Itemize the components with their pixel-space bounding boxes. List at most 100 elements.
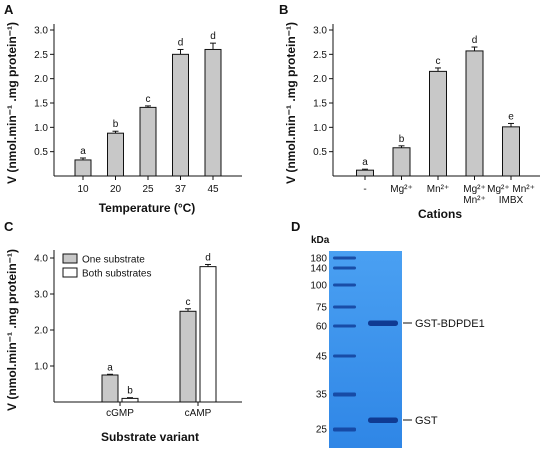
bar (465, 50, 484, 177)
chart-cations: 0.51.01.52.02.53.0a-bMg²⁺cMn²⁺dMg²⁺Mn²⁺e… (284, 22, 540, 221)
y-tick-label: 2.0 (313, 74, 327, 85)
y-tick-label: 1.5 (313, 99, 327, 110)
marker-size-label: 45 (316, 352, 328, 363)
bar (392, 147, 411, 177)
legend-label: One substrate (82, 255, 145, 266)
x-tick-label: Mg²⁺ Mn²⁺ (487, 184, 535, 195)
bar (74, 159, 92, 177)
x-tick-label: - (363, 184, 366, 195)
bar (356, 169, 374, 177)
significance-letter: c (186, 297, 191, 308)
x-tick-label: Mn²⁺ (463, 195, 486, 206)
chart-temperature: 0.5 1.0 1.5 2.0 2.5 3.0 a 10 b 20 c 25 d 37 d 45 Tempera… (5, 22, 242, 215)
marker-size-label: 180 (310, 254, 327, 265)
marker-band (333, 256, 356, 260)
x-tick-label: Mg²⁺ (390, 184, 413, 195)
bar (107, 132, 124, 177)
marker-band (333, 427, 356, 432)
significance-letter: c (436, 56, 441, 67)
significance-letter: d (178, 37, 184, 48)
marker-band (333, 324, 356, 328)
significance-letter: e (508, 111, 514, 122)
legend-swatch (62, 267, 78, 278)
significance-letter: a (362, 157, 368, 168)
panel-label-d: D (291, 219, 300, 234)
panel-label-b: B (279, 2, 288, 17)
bar-both-substrates (199, 266, 217, 403)
x-tick-label: IMBX (499, 195, 524, 206)
protein-band (368, 320, 398, 326)
bar-one-substrate (179, 310, 197, 403)
kda-label: kDa (311, 235, 330, 246)
y-tick-label: 2.0 (34, 74, 48, 85)
y-tick-label: 2.0 (34, 326, 48, 337)
x-tick-label: 10 (77, 184, 89, 195)
y-tick-label: 3.0 (34, 290, 48, 301)
x-axis-title: Substrate variant (101, 430, 199, 444)
band-name-label: GST (415, 415, 438, 427)
x-axis-title: Cations (418, 207, 462, 221)
marker-band (333, 266, 356, 270)
panel-label-c: C (4, 219, 14, 234)
marker-band (333, 283, 356, 287)
y-tick-label: 2.5 (313, 50, 327, 61)
bar (502, 126, 520, 177)
marker-size-label: 35 (316, 390, 328, 401)
marker-band (333, 392, 356, 397)
y-tick-label: 4.0 (34, 254, 48, 265)
significance-letter: d (205, 252, 211, 263)
y-axis-title: V (nmol.min⁻¹ .mg protein⁻¹) (284, 22, 298, 184)
significance-letter: b (399, 134, 405, 145)
x-tick-label: 25 (142, 184, 154, 195)
y-tick-label: 0.5 (313, 147, 327, 158)
marker-size-label: 60 (316, 322, 328, 333)
y-tick-label: 0.5 (34, 147, 48, 158)
legend-label: Both substrates (82, 269, 151, 280)
marker-size-label: 140 (310, 264, 327, 275)
y-tick-label: 3.0 (313, 26, 327, 37)
x-tick-label: cGMP (106, 408, 134, 419)
significance-letter: c (146, 94, 151, 105)
marker-band (333, 305, 356, 309)
significance-letter: d (210, 31, 216, 42)
y-tick-label: 1.0 (313, 123, 327, 134)
legend: One substrate Both substrates (62, 253, 151, 280)
panel-label-a: A (4, 2, 14, 17)
marker-size-label: 25 (316, 425, 328, 436)
bar (172, 53, 189, 177)
x-tick-label: 20 (110, 184, 122, 195)
marker-band (333, 354, 356, 358)
bar-both-substrates (121, 397, 139, 403)
marker-size-label: 75 (316, 303, 328, 314)
y-axis-title: V (nmol.min⁻¹ .mg protein⁻¹) (5, 22, 19, 184)
x-tick-label: Mn²⁺ (427, 184, 450, 195)
bar (429, 70, 447, 177)
x-tick-label: Mg²⁺ (463, 184, 486, 195)
significance-letter: d (472, 35, 478, 46)
chart-substrate-variant: 1.0 2.0 3.0 4.0 a b cGMP c d cAMP One substrate Bot… (5, 249, 242, 444)
significance-letter: b (127, 386, 133, 397)
y-axis-title: V (nmol.min⁻¹ .mg protein⁻¹) (5, 249, 19, 411)
y-tick-label: 2.5 (34, 50, 48, 61)
band-name-label: GST-BDPDE1 (415, 318, 485, 330)
marker-size-label: 100 (310, 281, 327, 292)
legend-swatch (62, 253, 78, 264)
y-tick-label: 3.0 (34, 26, 48, 37)
protein-band (368, 417, 398, 423)
significance-letter: b (113, 119, 119, 130)
y-tick-label: 1.0 (34, 362, 48, 373)
y-tick-label: 1.5 (34, 99, 48, 110)
x-tick-label: 45 (207, 184, 219, 195)
gel-protein-bands: GST-BDPDE1 GST (368, 318, 485, 427)
x-tick-label: 37 (175, 184, 187, 195)
bar (139, 106, 157, 177)
bar-one-substrate (101, 374, 119, 403)
significance-letter: a (107, 362, 113, 373)
significance-letter: a (80, 146, 86, 157)
y-tick-label: 1.0 (34, 123, 48, 134)
bar (204, 48, 222, 177)
